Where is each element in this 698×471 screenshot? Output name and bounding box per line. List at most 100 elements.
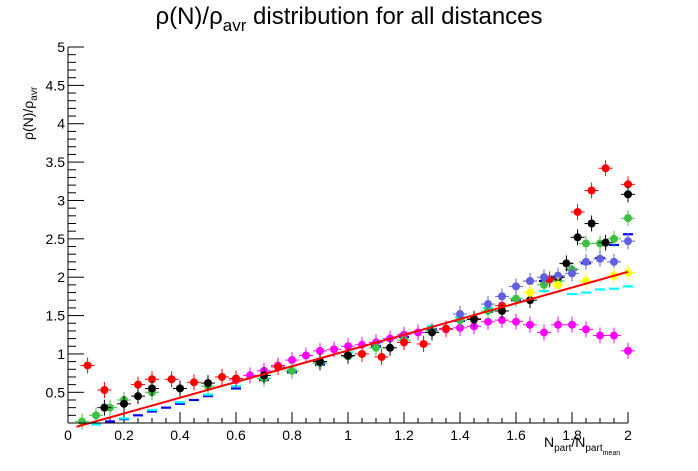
y-tick-label: 2: [57, 269, 65, 285]
data-point: [512, 317, 520, 326]
x-tick-label: 0.8: [282, 427, 302, 443]
data-point: [624, 237, 632, 246]
data-point: [573, 233, 582, 242]
data-point: [484, 300, 492, 309]
data-point: [316, 346, 324, 355]
data-point: [601, 164, 610, 173]
data-point: [526, 320, 534, 329]
data-point: [428, 328, 436, 337]
data-point: [587, 186, 596, 195]
data-point: [601, 238, 610, 247]
data-point: [484, 317, 492, 326]
x-axis-label: Npart/Npartmean: [544, 434, 620, 457]
data-point: [134, 392, 142, 401]
data-point: [167, 375, 176, 384]
data-point: [372, 343, 380, 352]
data-point: [568, 320, 576, 329]
data-point: [148, 384, 156, 393]
data-point: [582, 325, 590, 334]
title-rest: distribution for all distances: [246, 3, 542, 30]
x-tick-label: 1: [344, 427, 352, 443]
data-point: [358, 349, 366, 358]
ylabel-subscript: avr: [29, 86, 40, 101]
fit-layer: [76, 270, 629, 428]
data-point: [100, 386, 109, 395]
data-point: [610, 257, 618, 266]
data-point: [92, 411, 100, 420]
y-tick-label: 0.5: [46, 384, 66, 400]
data-point: [526, 288, 534, 297]
data-point: [596, 331, 604, 340]
data-point: [568, 269, 576, 278]
y-tick-label: 2.5: [46, 231, 66, 247]
data-point: [176, 384, 184, 393]
x-tick-label: 1.4: [450, 427, 470, 443]
data-point: [587, 219, 596, 228]
data-point: [148, 375, 156, 384]
data-point: [498, 316, 506, 325]
data-point: [498, 306, 506, 315]
xlabel-sub3: mean: [603, 450, 621, 457]
data-point: [554, 280, 562, 289]
title-subscript: avr: [223, 16, 247, 35]
data-point: [456, 310, 464, 319]
data-point: [120, 399, 128, 408]
y-axis-label: ρ(N)/ρavr: [20, 86, 40, 140]
data-point: [134, 380, 142, 389]
data-point: [100, 403, 109, 412]
data-point: [204, 379, 212, 388]
x-tick-label: 0.2: [114, 427, 134, 443]
data-point: [624, 214, 632, 223]
data-point: [419, 339, 428, 348]
y-tick-label: 5: [57, 39, 65, 55]
data-point: [386, 343, 394, 352]
data-point: [498, 292, 506, 301]
y-tick-label: 4: [57, 116, 65, 132]
data-point: [344, 342, 352, 351]
data-point: [400, 338, 408, 347]
data-point: [624, 190, 632, 199]
axis-ticks: 0 0.2 0.4 0.6 0.8 1 1.2 1.4 1.6 1.8 2 0.5 1 1.5 2 2.5 3 3…: [46, 39, 633, 443]
data-point: [83, 361, 92, 370]
data-series: [97, 186, 635, 416]
data-point: [624, 180, 632, 189]
data-point: [218, 372, 226, 381]
xlabel-n1: N: [544, 434, 554, 450]
data-point: [582, 257, 590, 266]
x-tick-label: 0.4: [170, 427, 190, 443]
chart-title: ρ(N)/ρavr distribution for all distances: [155, 3, 542, 35]
data-point: [442, 324, 450, 333]
x-tick-label: 1.2: [394, 427, 414, 443]
data-point: [610, 234, 618, 243]
data-point: [330, 345, 338, 354]
xlabel-mid: /N: [571, 434, 585, 450]
data-point: [624, 346, 632, 355]
data-point: [540, 273, 548, 282]
data-point: [470, 315, 478, 324]
axes-frame: [67, 47, 628, 424]
data-point: [562, 259, 571, 268]
y-tick-label: 3: [57, 192, 65, 208]
data-point: [377, 353, 386, 362]
xlabel-sub1: part: [554, 443, 571, 454]
x-tick-label: 0: [64, 427, 72, 443]
data-point: [344, 351, 352, 360]
data-point: [190, 378, 198, 387]
x-tick-label: 0.6: [226, 427, 246, 443]
y-tick-label: 4.5: [46, 77, 66, 93]
data-point: [573, 207, 582, 216]
data-point: [302, 351, 310, 360]
data-point: [526, 277, 534, 286]
xlabel-sub2: part: [585, 443, 602, 454]
y-tick-label: 3.5: [46, 154, 66, 170]
data-point: [512, 282, 520, 291]
data-point: [610, 331, 618, 340]
data-point: [540, 328, 548, 337]
data-point: [512, 294, 520, 303]
title-base: ρ(N)/ρ: [155, 3, 222, 30]
y-tick-label: 1.5: [46, 308, 66, 324]
data-point: [596, 254, 604, 263]
data-point: [554, 320, 562, 329]
